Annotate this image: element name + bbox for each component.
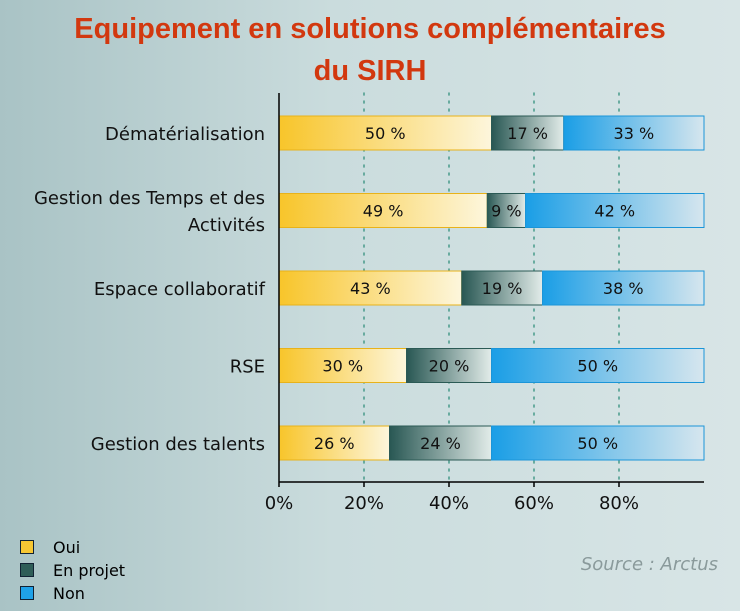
data-label-en-projet-2: 19 % xyxy=(482,279,523,298)
source-note: Source : Arctus xyxy=(580,554,718,575)
x-tick-label: 0% xyxy=(265,493,294,514)
data-label-oui-4: 26 % xyxy=(314,434,355,453)
data-label-oui-0: 50 % xyxy=(365,124,406,143)
chart-title-line-2: du SIRH xyxy=(313,55,427,87)
data-label-en-projet-0: 17 % xyxy=(507,124,548,143)
category-label-1: Activités xyxy=(188,215,265,236)
x-tick-label: 20% xyxy=(344,493,384,514)
bar-non-0 xyxy=(563,115,705,151)
legend-label-en-projet: En projet xyxy=(53,561,126,580)
data-label-en-projet-4: 24 % xyxy=(420,434,461,453)
category-label-0: Dématérialisation xyxy=(105,124,265,145)
bar-oui-3 xyxy=(278,348,407,383)
data-label-en-projet-1: 9 % xyxy=(491,202,521,221)
bar-non-4 xyxy=(491,425,705,461)
x-tick-label: 40% xyxy=(429,493,469,514)
legend-swatch-en-projet xyxy=(20,563,34,577)
data-label-non-4: 50 % xyxy=(577,434,618,453)
bar-en-projet-3 xyxy=(406,348,492,383)
data-label-non-0: 33 % xyxy=(614,124,655,143)
chart-title-line-1: Equipement en solutions complémentaires xyxy=(74,13,666,45)
data-label-en-projet-3: 20 % xyxy=(429,357,470,376)
category-label-3: RSE xyxy=(230,357,265,378)
bar-non-3 xyxy=(491,348,705,383)
category-label-1: Gestion des Temps et des xyxy=(34,188,265,209)
bar-en-projet-4 xyxy=(389,425,492,461)
category-label-2: Espace collaboratif xyxy=(94,279,266,300)
data-label-non-3: 50 % xyxy=(577,357,618,376)
data-label-oui-1: 49 % xyxy=(363,202,404,221)
bar-oui-0 xyxy=(278,115,492,151)
data-label-oui-2: 43 % xyxy=(350,279,391,298)
data-label-oui-3: 30 % xyxy=(322,357,363,376)
bar-non-1 xyxy=(525,193,705,228)
bar-en-projet-2 xyxy=(461,270,543,306)
x-tick-label: 80% xyxy=(599,493,639,514)
data-label-non-1: 42 % xyxy=(594,202,635,221)
bar-en-projet-1 xyxy=(486,193,526,228)
legend-swatch-non xyxy=(20,586,34,600)
legend-swatch-oui xyxy=(20,540,34,554)
category-label-4: Gestion des talents xyxy=(91,434,265,455)
bar-non-2 xyxy=(542,270,705,306)
data-label-non-2: 38 % xyxy=(603,279,644,298)
x-tick-label: 60% xyxy=(514,493,554,514)
legend-label-oui: Oui xyxy=(53,538,81,557)
legend-label-non: Non xyxy=(53,584,85,603)
